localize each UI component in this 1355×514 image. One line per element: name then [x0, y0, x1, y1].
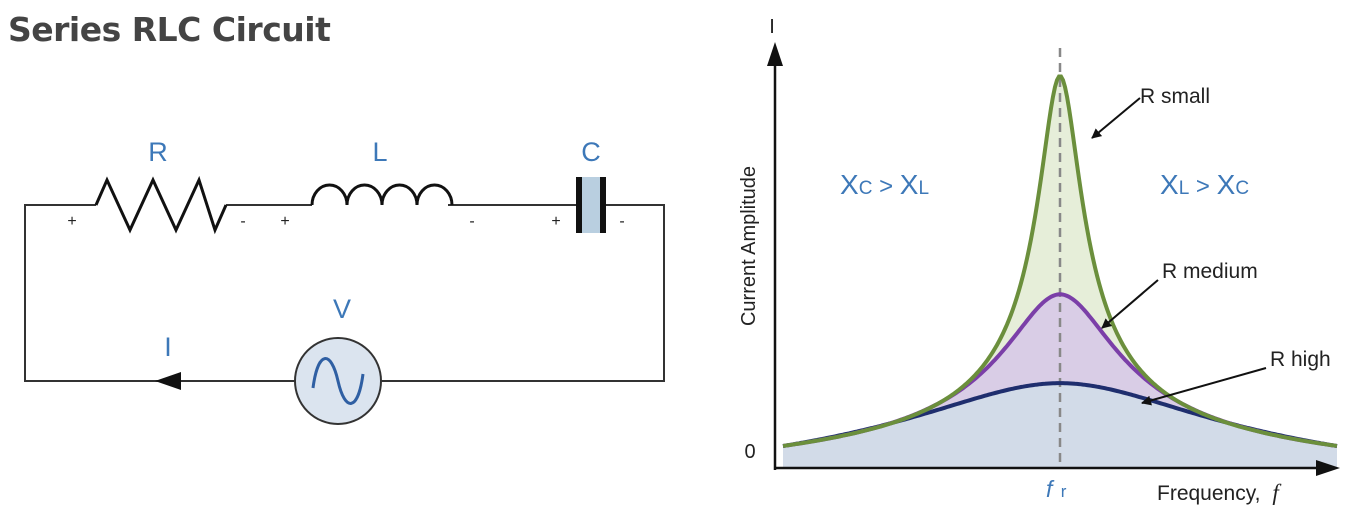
current-arrow-icon: [155, 372, 181, 390]
x-axis-label: Frequency, f: [1157, 480, 1282, 505]
curve-label-r-medium: R medium: [1162, 260, 1258, 283]
pointer-r-small: [1091, 97, 1141, 139]
inductor-symbol: [310, 183, 454, 206]
capacitor-plus-sign: +: [551, 213, 560, 230]
curve-label-r-small: R small: [1140, 85, 1210, 108]
circuit-wire-top-left: [24, 204, 295, 382]
region-left-label: XC > XL: [840, 169, 929, 200]
source-label: V: [333, 294, 351, 324]
resonance-graph: I Current Amplitude 0 Frequency, f f r X…: [738, 16, 1340, 505]
inductor-minus-sign: -: [469, 213, 474, 230]
resonance-frequency-label: f r: [1046, 476, 1067, 502]
region-right-label: XL > XC: [1160, 169, 1249, 200]
resistor-plus-sign: +: [67, 213, 76, 230]
resonance-symbol: f: [1046, 476, 1055, 502]
capacitor-minus-sign: -: [619, 213, 624, 230]
resistor-label: R: [148, 137, 168, 167]
inductor-plus-sign: +: [280, 213, 289, 230]
y-axis-label: Current Amplitude: [738, 166, 760, 326]
inductor-label: L: [372, 137, 387, 167]
circuit-diagram: R L C V I + - + - + -: [24, 137, 665, 425]
curve-r-small: [782, 74, 1338, 448]
x-axis-arrow-icon: [1316, 460, 1340, 476]
ac-source-symbol: [294, 337, 382, 425]
page-title: Series RLC Circuit: [8, 10, 331, 49]
origin-label: 0: [744, 441, 755, 463]
y-axis-arrow-icon: [767, 42, 783, 66]
curve-fill-r-small: [783, 76, 1337, 468]
curve-label-r-high: R high: [1270, 348, 1331, 371]
circuit-wire-right: [380, 204, 665, 382]
y-axis-symbol: I: [769, 16, 775, 38]
resistor-symbol: [94, 175, 228, 235]
capacitor-symbol: [576, 177, 606, 233]
x-axis-symbol: f: [1272, 480, 1282, 505]
resistor-minus-sign: -: [240, 213, 245, 230]
resonance-subscript: r: [1061, 482, 1067, 501]
pointer-r-high: [1141, 367, 1267, 406]
capacitor-label: C: [581, 137, 601, 167]
current-label: I: [164, 332, 172, 362]
x-axis-label-text: Frequency,: [1157, 482, 1261, 505]
pointer-r-medium: [1101, 279, 1159, 329]
